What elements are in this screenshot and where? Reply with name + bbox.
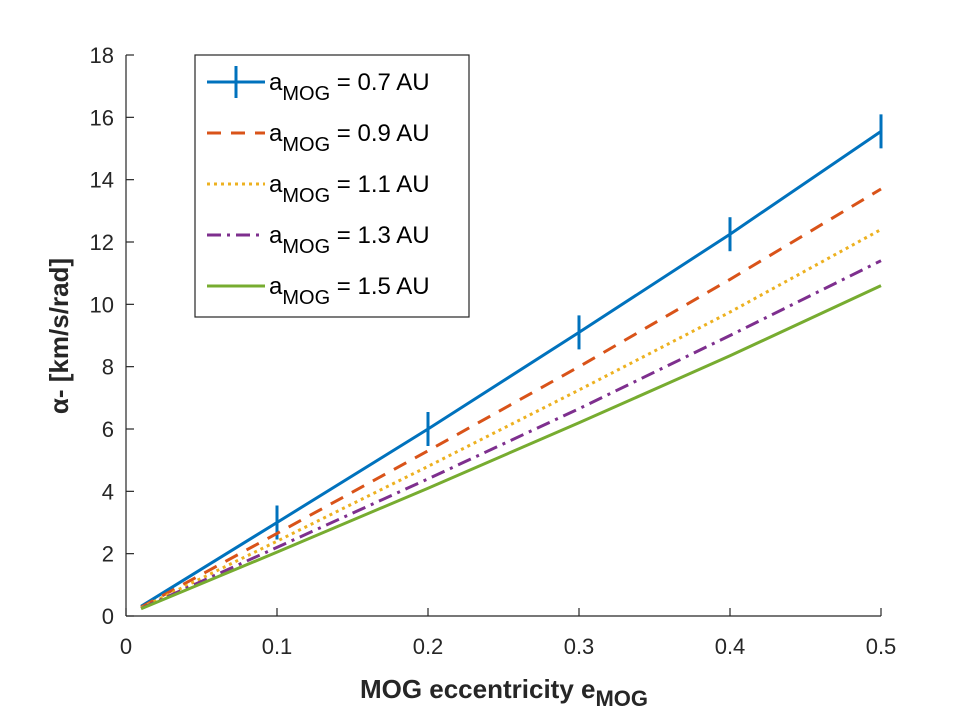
legend-label-main: a <box>269 120 283 147</box>
x-tick-label: 0.2 <box>413 634 444 659</box>
legend-label: aMOG = 1.5 AU <box>269 273 430 309</box>
y-tick-label: 18 <box>90 43 114 68</box>
legend-label-sub: MOG <box>282 236 330 258</box>
legend-label-main: a <box>269 69 283 96</box>
axes-layer <box>125 55 881 617</box>
ticks-layer: 0 0.1 0.2 0.3 0.4 0.5 0 2 4 6 8 10 12 14 16 18 <box>90 43 897 659</box>
y-tick-label: 16 <box>90 105 114 130</box>
y-tick-label: 10 <box>90 292 114 317</box>
series-3 <box>140 228 882 610</box>
series-5 <box>140 284 882 611</box>
legend-label-main: a <box>269 171 283 198</box>
series-layer <box>140 114 883 611</box>
legend-label-rest: = 0.7 AU <box>330 69 429 96</box>
series-line <box>140 187 882 609</box>
y-tick-label: 8 <box>102 355 114 380</box>
y-tick-label: 6 <box>102 417 114 442</box>
x-tick-label: 0.4 <box>715 634 746 659</box>
series-line <box>140 284 882 611</box>
series-4 <box>140 259 882 610</box>
y-tick-label: 0 <box>102 604 114 629</box>
x-axis-title-main: MOG eccentricity e <box>360 674 596 704</box>
series-2 <box>140 187 882 609</box>
y-tick-label: 2 <box>102 542 114 567</box>
legend-label: aMOG = 0.7 AU <box>269 69 430 105</box>
legend-label: aMOG = 1.3 AU <box>269 222 430 258</box>
legend-label-rest: = 1.1 AU <box>330 171 429 198</box>
legend-label-sub: MOG <box>282 287 330 309</box>
legend-item-1: aMOG = 0.7 AU <box>207 66 430 105</box>
series-line <box>140 130 882 608</box>
legend-label-rest: = 1.3 AU <box>330 222 429 249</box>
legend-item-3: aMOG = 1.1 AU <box>207 171 430 207</box>
x-tick-label: 0.5 <box>866 634 897 659</box>
x-axis-title: MOG eccentricity eMOG <box>360 674 648 711</box>
legend-box <box>194 54 470 318</box>
y-tick-label: 12 <box>90 230 114 255</box>
x-tick-label: 0.1 <box>262 634 293 659</box>
y-tick-label: 4 <box>102 479 114 504</box>
legend-label-main: a <box>269 222 283 249</box>
legend-label-rest: = 0.9 AU <box>330 120 429 147</box>
series-line <box>140 259 882 610</box>
series-1 <box>140 114 883 608</box>
legend-label-sub: MOG <box>282 185 330 207</box>
legend-item-5: aMOG = 1.5 AU <box>207 273 430 309</box>
y-axis-title: α- [km/s/rad] <box>44 258 74 414</box>
legend-label-rest: = 1.5 AU <box>330 273 429 300</box>
x-tick-label: 0 <box>120 634 132 659</box>
legend-label-sub: MOG <box>282 83 330 105</box>
legend-label-sub: MOG <box>282 134 330 156</box>
legend-label: aMOG = 1.1 AU <box>269 171 430 207</box>
y-tick-label: 14 <box>90 168 114 193</box>
series-line <box>140 228 882 610</box>
legend-label-main: a <box>269 273 283 300</box>
legend-item-2: aMOG = 0.9 AU <box>207 120 430 156</box>
legend-label: aMOG = 0.9 AU <box>269 120 430 156</box>
x-axis-title-sub: MOG <box>595 686 648 711</box>
legend-item-4: aMOG = 1.3 AU <box>207 222 430 258</box>
x-tick-label: 0.3 <box>564 634 595 659</box>
